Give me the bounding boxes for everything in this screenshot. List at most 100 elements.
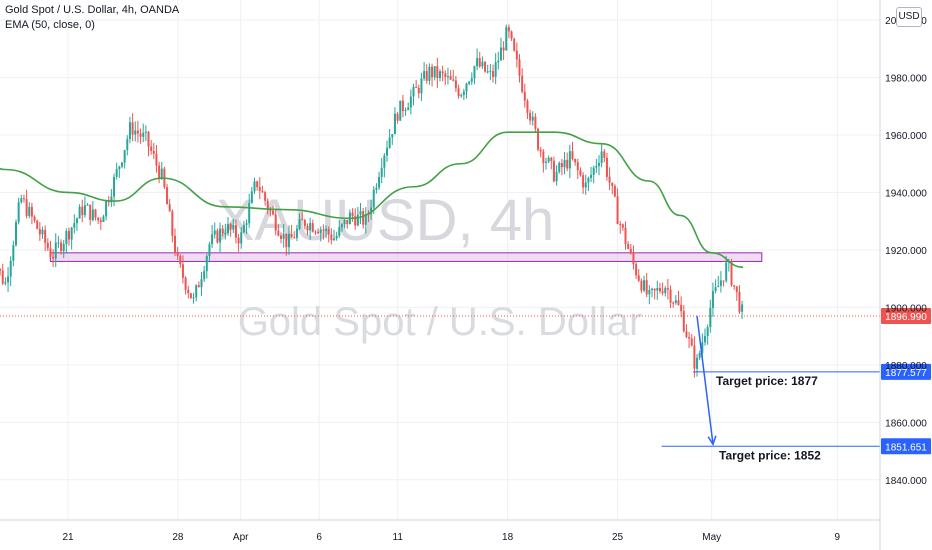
candle-body — [674, 300, 677, 303]
candle-body — [248, 202, 251, 224]
candle-body — [666, 288, 669, 290]
candlestick-series — [0, 24, 744, 378]
candle-body — [15, 222, 17, 246]
candle-body — [688, 336, 691, 339]
x-tick-label: Apr — [233, 532, 249, 543]
candle-body — [221, 228, 224, 234]
candle-body — [632, 252, 635, 265]
last-price-label-bg — [881, 308, 931, 325]
candle-body — [592, 167, 595, 175]
candle-body — [711, 291, 714, 308]
candle-body — [478, 58, 481, 67]
candle-body — [717, 285, 720, 288]
candle-body — [584, 182, 587, 188]
candle-body — [4, 282, 7, 284]
candle-body — [44, 229, 47, 243]
y-tick-label: 1980.000 — [885, 74, 927, 85]
candle-body — [521, 75, 524, 92]
resistance-zone[interactable] — [49, 252, 763, 262]
candle-body — [476, 58, 479, 67]
candle-body — [197, 285, 200, 288]
candle-body — [1, 270, 4, 284]
candle-body — [91, 209, 94, 221]
candle-body — [174, 235, 176, 253]
candle-body — [99, 220, 102, 223]
candle-body — [142, 132, 145, 137]
candle-body — [587, 177, 590, 183]
candle-body — [619, 223, 622, 225]
candle-body — [68, 231, 70, 240]
candle-body — [558, 163, 561, 172]
candle-body — [616, 196, 619, 224]
candle-body — [444, 73, 447, 77]
candle-body — [465, 83, 468, 92]
candle-body — [208, 244, 211, 257]
candle-body — [97, 217, 100, 221]
y-tick-label: 1940.000 — [885, 188, 927, 199]
candle-body — [9, 260, 12, 277]
candle-body — [582, 175, 585, 188]
candle-body — [131, 122, 134, 135]
candle-body — [518, 59, 521, 76]
candle-body — [229, 224, 232, 230]
candle-body — [579, 170, 582, 176]
candle-body — [41, 229, 44, 235]
projection-arrow[interactable] — [696, 315, 717, 447]
candle-body — [258, 187, 261, 192]
candle-body — [484, 61, 487, 72]
candle-body — [234, 225, 237, 238]
candle-body — [38, 228, 41, 235]
candle-body — [105, 200, 108, 217]
candle-body — [545, 161, 547, 164]
candle-body — [121, 162, 123, 167]
candle-body — [497, 60, 500, 63]
candle-body — [555, 171, 558, 182]
candle-body — [78, 206, 81, 219]
y-tick-label: 1860.000 — [885, 418, 927, 429]
candle-body — [176, 252, 179, 256]
candle-body — [685, 331, 688, 337]
candle-body — [362, 211, 365, 225]
candle-body — [0, 268, 2, 271]
candle-body — [396, 113, 399, 121]
candle-body — [227, 224, 229, 234]
candle-body — [677, 300, 680, 305]
candle-body — [515, 50, 518, 60]
candle-body — [531, 116, 534, 121]
candle-body — [290, 233, 293, 238]
x-tick-label: 6 — [316, 532, 322, 543]
target-price-label: 1851.651 — [885, 442, 927, 453]
candle-body — [89, 204, 92, 221]
indicator-label[interactable]: EMA (50, close, 0) — [5, 19, 95, 31]
candle-body — [287, 233, 290, 248]
candle-body — [571, 151, 574, 159]
candle-body — [102, 216, 105, 223]
candle-body — [372, 189, 375, 208]
candle-body — [309, 223, 312, 231]
candle-body — [370, 207, 373, 215]
candle-body — [213, 230, 216, 235]
candle-body — [160, 168, 163, 179]
candle-body — [505, 27, 508, 51]
symbol-title[interactable]: Gold Spot / U.S. Dollar, 4h, OANDA — [5, 4, 180, 16]
candle-body — [340, 224, 343, 228]
candle-body — [158, 165, 161, 179]
candle-body — [653, 288, 656, 291]
candle-body — [301, 219, 304, 221]
candle-body — [203, 271, 206, 280]
last-price-label: 1896.990 — [885, 312, 927, 323]
candle-body — [81, 206, 84, 216]
target-levels[interactable]: 1877.577 Target price: 1877 1851.651 Target… — [661, 363, 931, 462]
candle-body — [542, 151, 545, 164]
candle-body — [219, 228, 222, 243]
currency-button[interactable]: USD — [896, 7, 922, 27]
candle-body — [738, 291, 741, 312]
candle-body — [25, 199, 28, 216]
candle-body — [629, 248, 632, 253]
candle-body — [319, 229, 322, 234]
candle-body — [502, 47, 505, 51]
y-tick-label: 1900.000 — [885, 303, 927, 314]
candle-body — [325, 229, 328, 231]
candle-body — [264, 192, 267, 201]
